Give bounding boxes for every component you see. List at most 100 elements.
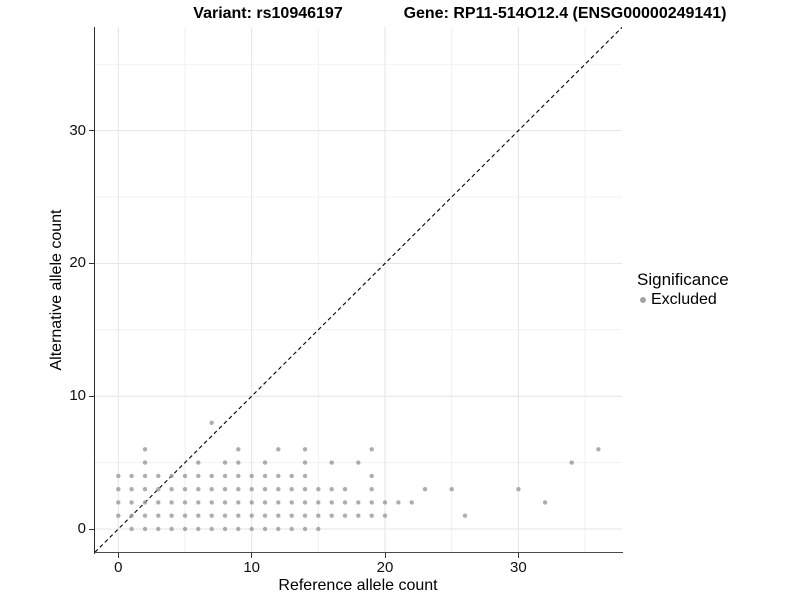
x-tick-mark [251, 553, 253, 558]
data-point [182, 500, 188, 505]
data-point [169, 473, 174, 479]
data-point [289, 500, 294, 505]
legend-title: Significance [637, 270, 729, 289]
x-tick-mark [117, 553, 119, 558]
data-point [516, 487, 521, 492]
y-tick-mark [89, 395, 94, 397]
data-point [222, 526, 228, 532]
data-point [369, 447, 374, 452]
data-point [182, 513, 188, 518]
data-point [329, 513, 334, 518]
data-point [236, 513, 241, 518]
legend-point-icon [640, 297, 646, 303]
data-point [196, 460, 201, 465]
plot-title-variant: Variant: rs10946197 [193, 5, 343, 22]
data-point [356, 500, 361, 505]
data-point [129, 487, 134, 492]
plot-panel [95, 27, 622, 553]
data-point [156, 513, 161, 518]
legend-item-excluded: Excluded [637, 291, 729, 309]
x-tick-label: 10 [243, 559, 261, 576]
data-point [142, 500, 148, 505]
data-point [276, 447, 281, 452]
data-point [262, 460, 268, 465]
data-point [289, 487, 294, 492]
data-point [236, 447, 241, 452]
data-point [382, 513, 388, 518]
data-point [156, 487, 161, 492]
data-point [289, 513, 294, 518]
data-point [222, 473, 228, 479]
data-point [249, 513, 254, 518]
data-point [222, 460, 228, 465]
data-point [276, 513, 281, 518]
data-point [356, 460, 361, 465]
data-point [169, 526, 174, 532]
data-point [422, 487, 428, 492]
data-point [249, 487, 254, 492]
data-point [262, 526, 268, 532]
data-point [289, 473, 294, 479]
y-tick-mark [89, 262, 94, 264]
data-point [222, 500, 228, 505]
data-point [276, 526, 281, 532]
data-point [142, 487, 148, 492]
y-tick-mark [89, 528, 94, 530]
data-point [262, 487, 268, 492]
data-point [236, 487, 241, 492]
data-point [142, 526, 148, 532]
data-point [209, 420, 214, 425]
x-tick-label: 30 [510, 559, 527, 576]
data-point [289, 526, 294, 532]
data-point [156, 473, 161, 479]
data-point [249, 473, 254, 479]
data-point [129, 513, 134, 518]
data-point [596, 447, 601, 452]
data-point [542, 500, 548, 505]
data-point [262, 513, 268, 518]
data-point [342, 513, 348, 518]
data-point [302, 526, 308, 532]
data-point [316, 487, 321, 492]
data-point [276, 487, 281, 492]
data-point [409, 500, 414, 505]
x-tick-mark [517, 553, 519, 558]
data-point [396, 500, 401, 505]
data-point [356, 513, 361, 518]
data-point [169, 500, 174, 505]
data-point [116, 513, 121, 518]
data-point [262, 500, 268, 505]
data-point [209, 513, 214, 518]
data-point [316, 513, 321, 518]
data-point [302, 473, 308, 479]
data-point [142, 447, 148, 452]
data-point [329, 500, 334, 505]
data-point [156, 500, 161, 505]
data-point [462, 513, 468, 518]
data-point [209, 526, 214, 532]
data-point [182, 526, 188, 532]
data-point [316, 526, 321, 532]
data-point [302, 487, 308, 492]
data-point [369, 513, 374, 518]
legend-item-label: Excluded [651, 291, 717, 308]
data-point [302, 513, 308, 518]
data-point [142, 513, 148, 518]
data-point [169, 513, 174, 518]
data-point [196, 473, 201, 479]
data-point [382, 500, 388, 505]
scatter-plot [95, 27, 622, 553]
legend: Significance Excluded [637, 270, 729, 309]
y-tick-label: 0 [77, 520, 86, 537]
data-point [369, 487, 374, 492]
data-point [449, 487, 454, 492]
data-point [209, 473, 214, 479]
plot-title-gene: Gene: RP11-514O12.4 (ENSG00000249141) [403, 5, 727, 22]
data-point [129, 473, 134, 479]
x-axis-title: Reference allele count [278, 577, 438, 594]
data-point [342, 487, 348, 492]
data-point [342, 500, 348, 505]
data-point [182, 473, 188, 479]
data-point [262, 473, 268, 479]
